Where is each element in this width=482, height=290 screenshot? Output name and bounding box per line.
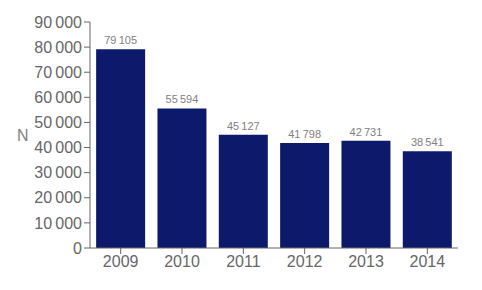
svg-text:50 000: 50 000 — [34, 114, 82, 131]
svg-text:2011: 2011 — [226, 253, 261, 270]
svg-text:2009: 2009 — [103, 253, 139, 270]
svg-text:60 000: 60 000 — [34, 89, 82, 106]
svg-text:20 000: 20 000 — [34, 189, 82, 206]
svg-text:38 541: 38 541 — [411, 136, 444, 148]
svg-text:2013: 2013 — [348, 253, 384, 270]
svg-text:70 000: 70 000 — [34, 64, 82, 81]
svg-text:30 000: 30 000 — [34, 164, 82, 181]
svg-text:55 594: 55 594 — [166, 93, 199, 105]
svg-text:41 798: 41 798 — [288, 128, 321, 140]
svg-text:80 000: 80 000 — [34, 39, 82, 56]
svg-text:42 731: 42 731 — [350, 126, 383, 138]
svg-text:2010: 2010 — [164, 253, 200, 270]
svg-text:40 000: 40 000 — [34, 139, 82, 156]
svg-text:N: N — [17, 127, 29, 144]
svg-text:2012: 2012 — [287, 253, 323, 270]
svg-text:45 127: 45 127 — [227, 120, 260, 132]
svg-text:90 000: 90 000 — [34, 14, 82, 31]
svg-text:0: 0 — [73, 240, 82, 257]
svg-text:10 000: 10 000 — [34, 215, 82, 232]
svg-text:79 105: 79 105 — [104, 34, 137, 46]
svg-text:2014: 2014 — [410, 253, 446, 270]
